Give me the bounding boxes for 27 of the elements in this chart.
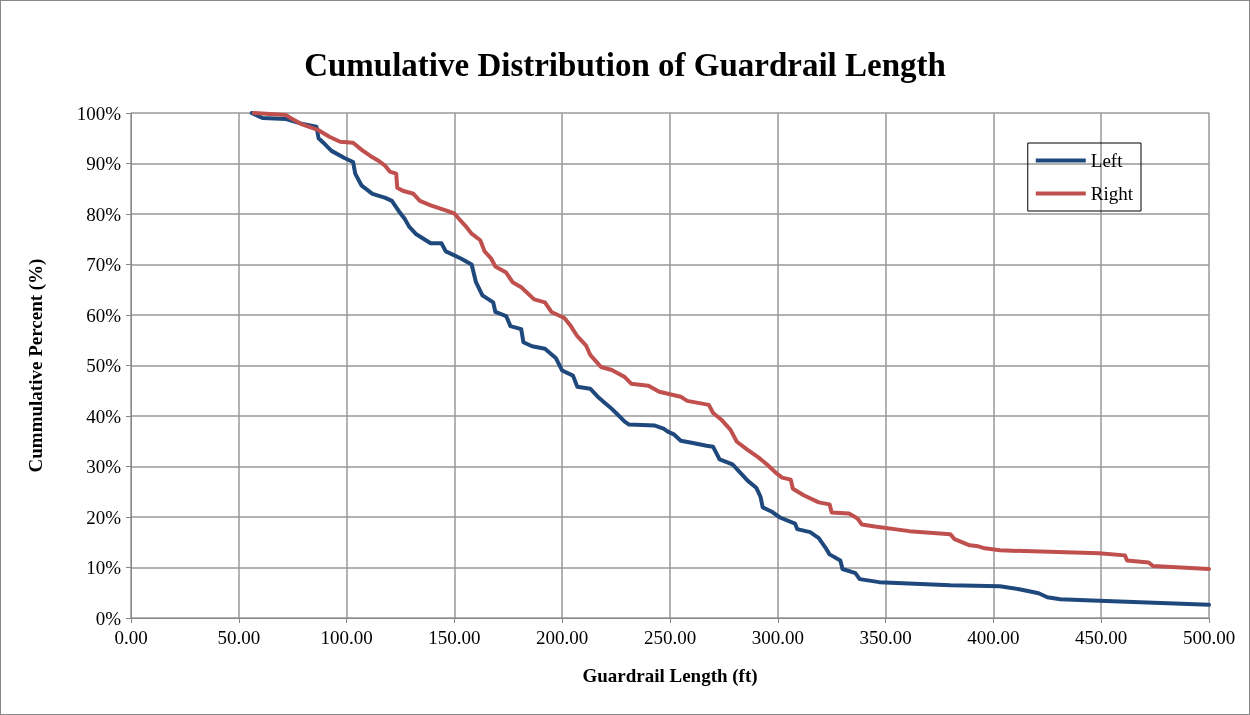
x-tick-label: 400.00 bbox=[967, 627, 1020, 648]
legend-label: Left bbox=[1090, 150, 1124, 171]
y-tick-label: 40% bbox=[86, 405, 122, 427]
y-tick-label: 30% bbox=[86, 456, 122, 477]
x-tick-label: 300.00 bbox=[751, 627, 804, 648]
x-tick-label: 500.00 bbox=[1182, 627, 1236, 648]
chart-title: Cumulative Distribution of Guardrail Length bbox=[304, 46, 946, 83]
x-tick-label: 50.00 bbox=[217, 627, 261, 648]
x-axis-title: Guardrail Length (ft) bbox=[582, 665, 758, 687]
y-tick-label: 100% bbox=[76, 102, 122, 124]
legend-label: Right bbox=[1090, 183, 1134, 204]
x-tick-label: 150.00 bbox=[428, 627, 481, 648]
x-tick-label: 0.00 bbox=[114, 627, 148, 648]
x-tick-label: 250.00 bbox=[643, 627, 697, 648]
x-tick-label: 350.00 bbox=[859, 627, 912, 648]
y-tick-label: 90% bbox=[86, 153, 122, 174]
y-tick-label: 50% bbox=[86, 355, 122, 376]
x-tick-label: 200.00 bbox=[536, 627, 589, 648]
x-tick-label: 100.00 bbox=[320, 627, 373, 648]
x-tick-label: 450.00 bbox=[1075, 627, 1128, 648]
y-axis-title: Cummulative Percent (%) bbox=[25, 258, 47, 473]
y-tick-label: 10% bbox=[86, 557, 122, 578]
y-tick-label: 20% bbox=[86, 506, 122, 528]
y-tick-label: 80% bbox=[86, 203, 122, 225]
y-tick-label: 70% bbox=[86, 254, 122, 275]
y-tick-label: 60% bbox=[86, 304, 122, 326]
y-tick-label: 0% bbox=[95, 607, 122, 629]
